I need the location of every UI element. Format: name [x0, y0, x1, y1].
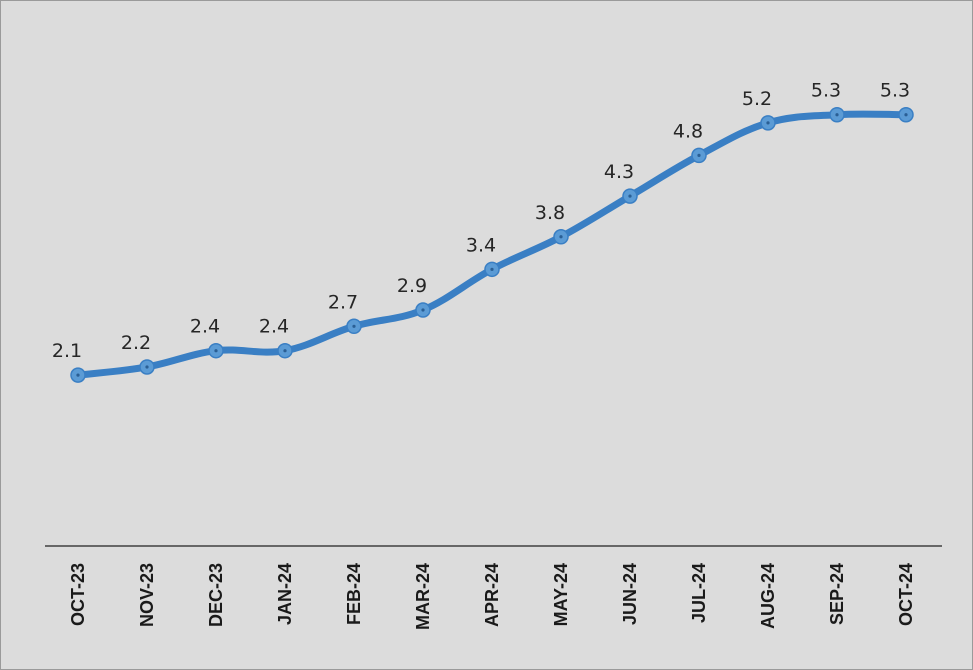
- x-tick-label: MAR-24: [413, 563, 433, 630]
- data-point-center: [283, 349, 287, 353]
- data-label: 4.8: [673, 120, 703, 142]
- data-point-center: [214, 349, 218, 353]
- data-label: 2.7: [328, 291, 358, 313]
- data-point-markers: [70, 106, 914, 383]
- data-point-center: [628, 194, 632, 198]
- data-point-center: [421, 308, 425, 312]
- data-point-center: [490, 267, 494, 271]
- data-label: 5.3: [880, 80, 910, 102]
- data-label: 2.9: [397, 275, 427, 297]
- data-labels: 2.1 2.2 2.4 2.4 2.7 2.9 3.4 3.8 4.3 4.8 5.2 5.3 5.3: [52, 80, 910, 362]
- x-tick-label: JUN-24: [620, 563, 640, 625]
- x-tick-label: NOV-23: [137, 563, 157, 627]
- data-label: 2.4: [190, 316, 220, 338]
- data-point-center: [352, 324, 356, 328]
- x-tick-label: OCT-23: [68, 563, 88, 626]
- x-tick-label: MAY-24: [551, 563, 571, 626]
- data-point-center: [835, 113, 839, 117]
- x-tick-label: FEB-24: [344, 563, 364, 625]
- x-tick-label: AUG-24: [758, 563, 778, 629]
- x-tick-label: JAN-24: [275, 563, 295, 625]
- data-label: 3.4: [466, 234, 496, 256]
- data-label: 2.2: [121, 332, 151, 354]
- data-point-center: [904, 113, 908, 117]
- x-tick-label: SEP-24: [827, 563, 847, 625]
- data-point-center: [559, 235, 563, 239]
- x-tick-label: JUL-24: [689, 563, 709, 623]
- data-label: 2.1: [52, 340, 82, 362]
- data-label: 2.4: [259, 316, 289, 338]
- data-label: 4.3: [604, 161, 634, 183]
- x-tick-label: OCT-24: [896, 563, 916, 626]
- data-label: 5.2: [742, 88, 772, 110]
- x-axis-tick-labels: OCT-23 NOV-23 DEC-23 JAN-24 FEB-24 MAR-24 APR-…: [68, 563, 916, 630]
- x-tick-label: DEC-23: [206, 563, 226, 627]
- data-label: 5.3: [811, 80, 841, 102]
- data-point-center: [145, 365, 149, 369]
- data-label: 3.8: [535, 202, 565, 224]
- data-point-center: [76, 373, 80, 377]
- x-tick-label: APR-24: [482, 563, 502, 627]
- data-point-center: [766, 121, 770, 125]
- data-point-center: [697, 153, 701, 157]
